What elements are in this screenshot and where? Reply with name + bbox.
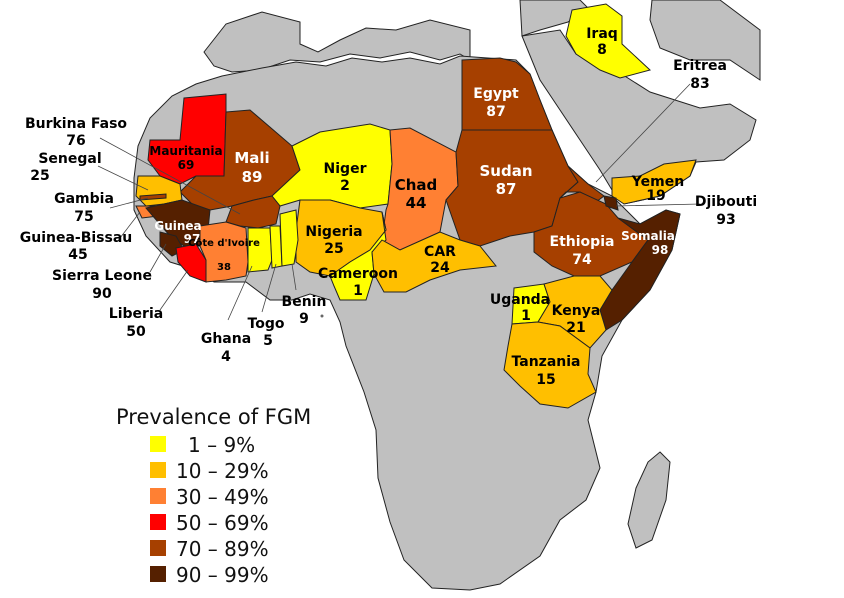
label-yemen: Yemen 19 xyxy=(631,174,684,204)
shape-iraq xyxy=(565,3,652,79)
legend-item: 50 – 69% xyxy=(150,511,269,535)
label-senegal: Senegal 25 xyxy=(30,151,101,184)
legend-item: 1 – 9% xyxy=(150,433,255,457)
land-iran xyxy=(649,0,761,81)
label-cameroon: Cameroon 1 xyxy=(318,266,398,299)
legend-item: 10 – 29% xyxy=(150,459,269,483)
legend-label: 10 – 29% xyxy=(176,459,269,483)
label-uganda: Uganda 1 xyxy=(490,292,550,324)
legend-label: 1 – 9% xyxy=(188,433,255,457)
leader-lines xyxy=(97,83,701,321)
legend: Prevalence of FGM 1 – 9% 10 – 29% 30 – 4… xyxy=(116,405,311,587)
shape-togo xyxy=(269,225,283,269)
legend-label: 50 – 69% xyxy=(176,511,269,535)
label-cote-divoire: Côte d'Ivoire 38 xyxy=(188,237,260,273)
legend-title: Prevalence of FGM xyxy=(116,405,311,429)
label-iraq: Iraq 8 xyxy=(586,26,618,58)
label-mauritania: Mauritania 69 xyxy=(149,144,222,172)
shape-tanzania xyxy=(503,321,597,409)
label-car: CAR 24 xyxy=(424,244,456,276)
label-chad: Chad 44 xyxy=(395,176,438,212)
land-levant xyxy=(519,0,591,37)
shape-car xyxy=(371,231,497,293)
land-madagascar xyxy=(627,451,671,549)
country-shapes xyxy=(135,3,697,409)
label-niger: Niger 2 xyxy=(324,161,367,194)
label-burkina-faso: Burkina Faso 76 xyxy=(25,116,127,149)
label-tanzania: Tanzania 15 xyxy=(512,354,581,388)
legend-label: 90 – 99% xyxy=(176,563,269,587)
label-sudan: Sudan 87 xyxy=(479,162,532,198)
legend-swatch xyxy=(150,540,166,556)
map-dot xyxy=(320,314,324,318)
legend-item: 70 – 89% xyxy=(150,537,269,561)
legend-item: 90 – 99% xyxy=(150,563,269,587)
label-benin: Benin 9 xyxy=(282,294,327,327)
legend-swatch xyxy=(150,488,166,504)
label-somalia: Somalia 98 xyxy=(621,229,675,257)
label-kenya: Kenya 21 xyxy=(552,303,601,336)
label-guinea: Guinea 97 xyxy=(154,219,201,246)
label-eritrea: Eritrea 83 xyxy=(673,58,727,92)
label-ethiopia: Ethiopia 74 xyxy=(550,234,615,268)
label-ghana: Ghana 4 xyxy=(201,331,251,365)
country-labels: Iraq 8 Eritrea 83 Egypt 87 Burkina Faso 76 M… xyxy=(20,26,757,388)
legend-swatch xyxy=(150,514,166,530)
legend-item: 30 – 49% xyxy=(150,485,269,509)
label-guinea-bissau: Guinea-Bissau 45 xyxy=(20,230,133,263)
label-nigeria: Nigeria 25 xyxy=(305,224,362,257)
shape-kenya xyxy=(537,275,613,349)
legend-label: 30 – 49% xyxy=(176,485,269,509)
label-liberia: Liberia 50 xyxy=(109,306,163,340)
shape-djibouti xyxy=(603,195,619,211)
shape-cote-divoire xyxy=(199,221,249,283)
shape-somalia xyxy=(599,209,681,331)
label-togo: Togo 5 xyxy=(248,316,285,349)
legend-swatch xyxy=(150,436,166,452)
legend-swatch xyxy=(150,462,166,478)
legend-swatch xyxy=(150,566,166,582)
label-egypt: Egypt 87 xyxy=(473,86,519,120)
label-sierra-leone: Sierra Leone 90 xyxy=(52,268,152,302)
label-mali: Mali 89 xyxy=(234,149,269,186)
shape-ghana xyxy=(247,227,273,273)
label-gambia: Gambia 75 xyxy=(54,191,114,225)
label-djibouti: Djibouti 93 xyxy=(695,194,757,228)
legend-label: 70 – 89% xyxy=(176,537,269,561)
shape-benin xyxy=(279,209,299,267)
